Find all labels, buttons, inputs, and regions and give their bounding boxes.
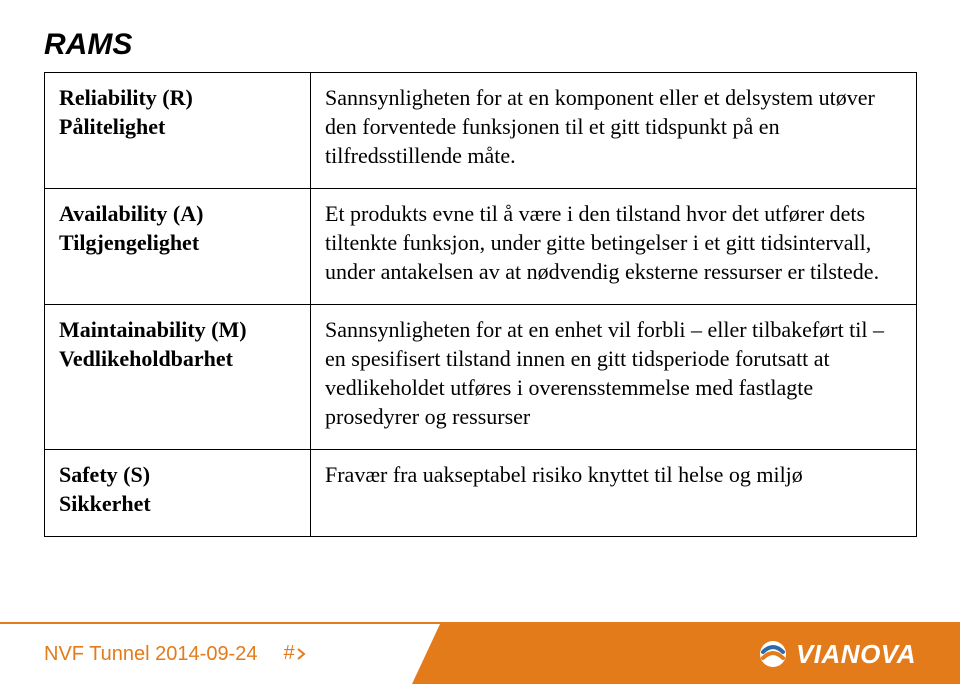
term-line: Sikkerhet — [59, 491, 151, 516]
page-title: RAMS — [44, 28, 916, 62]
term-cell: Safety (S) Sikkerhet — [45, 450, 311, 537]
footer-content: NVF Tunnel 2014-09-24 # VIANOVA — [0, 624, 960, 684]
chevron-right-icon — [297, 643, 306, 666]
table-row: Availability (A) Tilgjengelighet Et prod… — [45, 189, 917, 305]
definition-cell: Sannsynligheten for at en enhet vil forb… — [311, 305, 917, 450]
term-line: Availability (A) — [59, 201, 203, 226]
table-row: Reliability (R) Pålitelighet Sannsynligh… — [45, 73, 917, 189]
table-row: Maintainability (M) Vedlikeholdbarhet Sa… — [45, 305, 917, 450]
slide-page: RAMS Reliability (R) Pålitelighet Sannsy… — [0, 0, 960, 684]
term-line: Reliability (R) — [59, 85, 193, 110]
term-line: Maintainability (M) — [59, 317, 247, 342]
term-line: Vedlikeholdbarhet — [59, 346, 233, 371]
term-line: Tilgjengelighet — [59, 230, 199, 255]
definition-cell: Fravær fra uakseptabel risiko knyttet ti… — [311, 450, 917, 537]
rams-table: Reliability (R) Pålitelighet Sannsynligh… — [44, 72, 917, 537]
slide-footer: NVF Tunnel 2014-09-24 # VIANOVA — [0, 622, 960, 684]
term-line: Pålitelighet — [59, 114, 165, 139]
definition-cell: Sannsynligheten for at en komponent elle… — [311, 73, 917, 189]
table-row: Safety (S) Sikkerhet Fravær fra uaksepta… — [45, 450, 917, 537]
logo-mark-icon — [758, 639, 788, 669]
footer-wedge — [412, 624, 440, 684]
term-cell: Maintainability (M) Vedlikeholdbarhet — [45, 305, 311, 450]
footer-right: VIANOVA — [440, 624, 960, 684]
term-cell: Availability (A) Tilgjengelighet — [45, 189, 311, 305]
term-line: Safety (S) — [59, 462, 150, 487]
term-cell: Reliability (R) Pålitelighet — [45, 73, 311, 189]
logo-text: VIANOVA — [796, 639, 916, 670]
footer-left-text: NVF Tunnel 2014-09-24 — [44, 643, 257, 666]
footer-left: NVF Tunnel 2014-09-24 # — [0, 624, 440, 684]
definition-cell: Et produkts evne til å være i den tilsta… — [311, 189, 917, 305]
page-number: # — [283, 642, 305, 666]
page-hash: # — [283, 642, 294, 664]
vianova-logo: VIANOVA — [758, 639, 916, 670]
